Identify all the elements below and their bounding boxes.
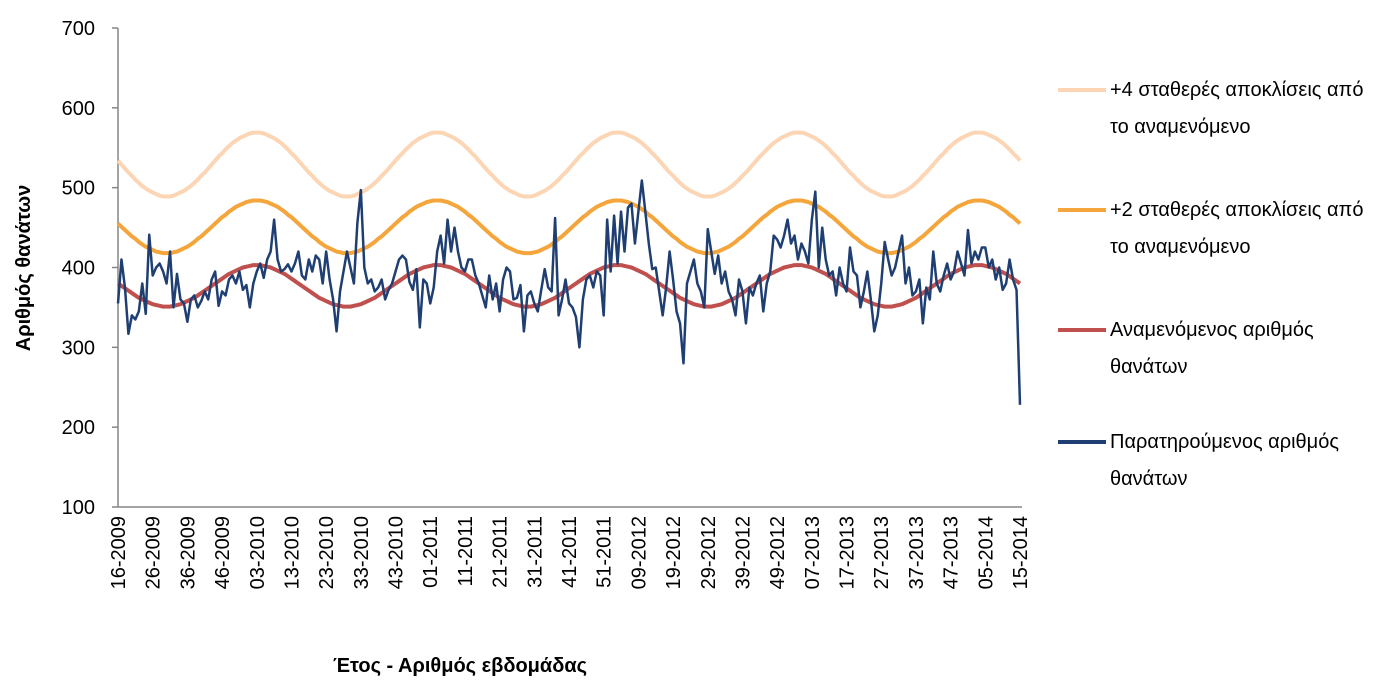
- y-tick-label: 200: [62, 417, 95, 439]
- x-tick-label: 27-2013: [871, 516, 893, 589]
- x-tick-label: 19-2012: [663, 516, 685, 589]
- x-tick-label: 23-2010: [316, 516, 338, 589]
- x-tick-label: 43-2010: [386, 516, 408, 589]
- x-tick-label: 51-2011: [594, 516, 616, 588]
- legend-label: +2 σταθερές αποκλίσεις από το αναμενόμεν…: [1110, 199, 1364, 258]
- x-tick-label: 33-2010: [351, 516, 373, 589]
- x-tick-label: 39-2012: [732, 516, 754, 589]
- series-line: [116, 130, 1022, 199]
- x-tick-label: 16-2009: [108, 516, 130, 589]
- y-tick-label: 600: [62, 98, 95, 120]
- x-tick-label: 11-2011: [455, 516, 477, 586]
- x-tick-label: 07-2013: [802, 516, 824, 589]
- x-tick-label: 31-2011: [524, 516, 546, 588]
- x-tick-label: 41-2011: [559, 516, 581, 588]
- x-tick-label: 36-2009: [177, 516, 199, 589]
- x-tick-label: 47-2013: [941, 516, 963, 589]
- x-tick-label: 17-2013: [837, 516, 859, 589]
- x-tick-label: 26-2009: [143, 516, 165, 589]
- x-tick-label: 01-2011: [420, 516, 442, 588]
- y-tick-label: 100: [62, 497, 95, 519]
- y-tick-label: 500: [62, 178, 95, 200]
- x-tick-label: 15-2014: [1010, 516, 1032, 589]
- x-tick-label: 03-2010: [247, 516, 269, 589]
- x-tick-label: 46-2009: [212, 516, 234, 589]
- y-tick-label: 400: [62, 258, 95, 280]
- x-tick-label: 37-2013: [906, 516, 928, 589]
- x-axis-title: Έτος - Αριθμός εβδομάδας: [333, 655, 587, 677]
- x-tick-label: 09-2012: [628, 516, 650, 589]
- y-axis-title: Αριθμός θανάτων: [13, 185, 35, 352]
- legend-label: +4 σταθερές αποκλίσεις από το αναμενόμεν…: [1110, 79, 1364, 138]
- x-tick-label: 21-2011: [490, 516, 512, 588]
- x-tick-label: 49-2012: [767, 516, 789, 589]
- series-line: [116, 263, 1022, 309]
- legend-label: Αναμενόμενος αριθμός θανάτων: [1110, 319, 1314, 378]
- legend-label: Παρατηρούμενος αριθμός θανάτων: [1110, 431, 1339, 490]
- y-tick-label: 700: [62, 18, 95, 40]
- series-line: [116, 179, 1022, 405]
- series-line: [116, 198, 1022, 256]
- y-tick-label: 300: [62, 337, 95, 359]
- x-tick-label: 13-2010: [281, 516, 303, 589]
- x-tick-label: 29-2012: [698, 516, 720, 589]
- x-tick-label: 05-2014: [975, 516, 997, 589]
